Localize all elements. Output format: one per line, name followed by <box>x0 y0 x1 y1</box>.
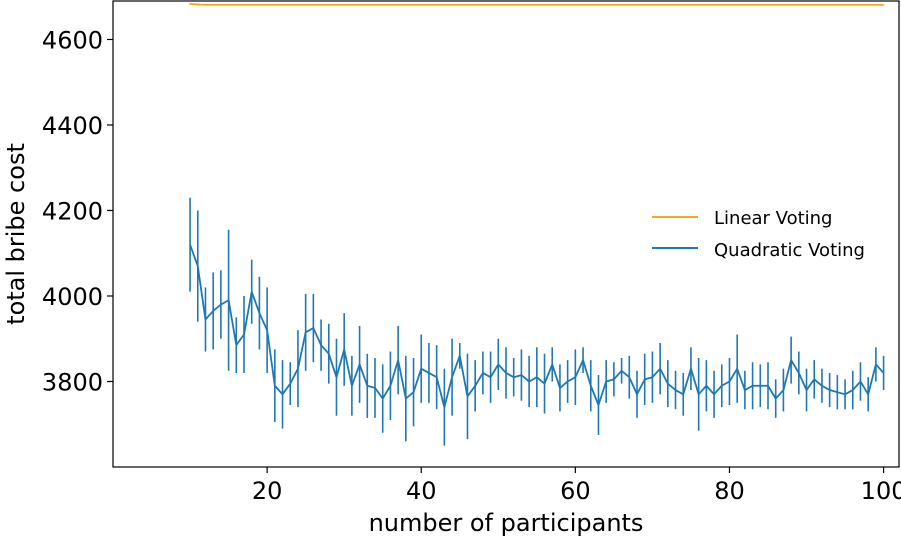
legend: Linear Voting Quadratic Voting <box>652 208 865 261</box>
y-axis: 3800 4000 4200 4400 4600 <box>42 26 113 396</box>
series-quadratic <box>189 197 885 446</box>
x-tick-label: 20 <box>252 477 283 505</box>
series-line-quadratic <box>189 244 885 409</box>
y-tick-label: 4600 <box>42 26 103 54</box>
series-linear <box>189 3 885 6</box>
y-tick-label: 4200 <box>42 197 103 225</box>
y-axis-label: total bribe cost <box>2 143 30 325</box>
x-tick-label: 60 <box>560 477 591 505</box>
plot-frame <box>112 0 900 468</box>
x-tick-label: 100 <box>861 477 901 505</box>
legend-label-quadratic: Quadratic Voting <box>714 240 865 261</box>
y-tick-label: 4000 <box>42 283 103 311</box>
plot-area <box>189 3 885 446</box>
x-tick-label: 80 <box>714 477 745 505</box>
series-line-linear <box>190 3 884 6</box>
y-tick-label: 3800 <box>42 368 103 396</box>
x-tick-label: 40 <box>406 477 437 505</box>
legend-label-linear: Linear Voting <box>714 208 833 229</box>
y-tick-label: 4400 <box>42 112 103 140</box>
x-axis: 20 40 60 80 100 <box>252 467 901 505</box>
x-axis-label: number of participants <box>369 509 644 537</box>
